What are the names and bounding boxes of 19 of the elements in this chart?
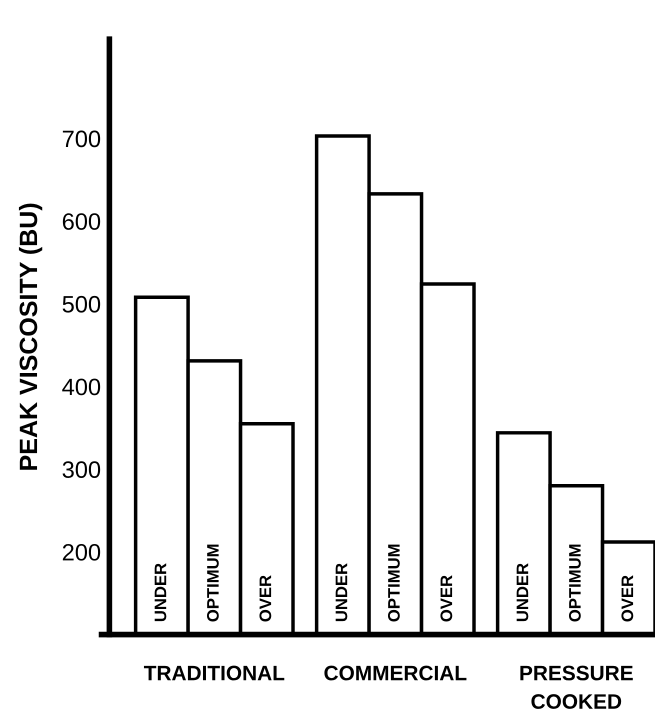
- y-axis-title: PEAK VISCOSITY (BU): [18, 204, 42, 470]
- x-tick-label: OVER: [440, 575, 452, 622]
- text: COMMERCIAL: [324, 666, 466, 680]
- y-tick-label: 700: [62, 130, 100, 148]
- y-tick-label: 400: [62, 378, 100, 396]
- x-tick-label: OVER: [259, 575, 272, 622]
- y-tick-label: 600: [62, 213, 100, 230]
- text: PRESSURE COOKED: [520, 666, 633, 709]
- y-tick-label: 500: [62, 296, 100, 313]
- x-tick-label: UNDER: [516, 563, 528, 622]
- y-tick-label: 200: [62, 544, 100, 561]
- y-tick-label: 300: [62, 461, 100, 478]
- text: TRADITIONAL: [144, 666, 284, 680]
- x-tick-label: OPTIMUM: [388, 544, 400, 622]
- x-tick-label: OPTIMUM: [206, 544, 219, 622]
- x-tick-label: OPTIMUM: [568, 544, 581, 622]
- x-tick-label: OVER: [621, 575, 634, 622]
- x-tick-label: UNDER: [154, 563, 166, 622]
- x-tick-label: UNDER: [336, 563, 348, 622]
